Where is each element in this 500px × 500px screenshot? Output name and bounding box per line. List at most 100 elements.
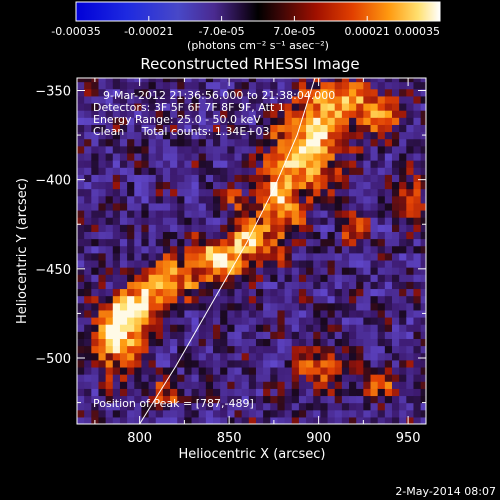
heatmap-cell bbox=[155, 338, 164, 347]
heatmap-cell bbox=[356, 388, 364, 397]
heatmap-cell bbox=[127, 274, 135, 282]
heatmap-cell bbox=[155, 259, 164, 268]
heatmap-cell bbox=[291, 231, 300, 240]
heatmap-cell bbox=[320, 245, 329, 254]
heatmap-cell bbox=[241, 138, 250, 147]
heatmap-cell bbox=[198, 288, 207, 297]
heatmap-cell bbox=[105, 110, 114, 118]
heatmap-cell bbox=[84, 352, 92, 361]
heatmap-cell bbox=[291, 402, 300, 411]
heatmap-cell bbox=[298, 295, 307, 304]
heatmap-cell bbox=[98, 316, 107, 325]
heatmap-cell bbox=[248, 88, 257, 97]
heatmap-cell bbox=[284, 395, 293, 404]
heatmap-cell bbox=[213, 366, 221, 375]
heatmap-cell bbox=[263, 274, 271, 282]
heatmap-cell bbox=[270, 238, 279, 247]
annotation-detectors: Detectors: 3F 5F 6F 7F 8F 9F, Att 1 bbox=[93, 101, 285, 114]
heatmap-cell bbox=[334, 181, 343, 190]
heatmap-cell bbox=[112, 324, 121, 332]
heatmap-cell bbox=[220, 238, 228, 247]
heatmap-cell bbox=[391, 338, 400, 347]
heatmap-cell bbox=[141, 381, 150, 389]
plot-frame bbox=[76, 77, 427, 425]
heatmap-cell bbox=[241, 267, 250, 275]
heatmap-cell bbox=[91, 124, 100, 133]
heatmap-cell bbox=[277, 309, 286, 318]
heatmap-cell bbox=[420, 409, 426, 418]
heatmap-cell bbox=[420, 316, 426, 325]
heatmap-cell bbox=[205, 331, 214, 339]
heatmap-cell bbox=[91, 188, 100, 197]
heatmap-cell bbox=[213, 352, 221, 361]
heatmap-cell bbox=[413, 274, 422, 282]
heatmap-cell bbox=[377, 416, 386, 424]
heatmap-cell bbox=[255, 402, 264, 411]
heatmap-cell bbox=[263, 252, 271, 261]
heatmap-cell bbox=[234, 288, 243, 297]
heatmap-cell bbox=[198, 395, 207, 404]
heatmap-cell bbox=[119, 138, 128, 147]
heatmap-cell bbox=[384, 202, 393, 211]
heatmap-cell bbox=[399, 217, 407, 225]
heatmap-cell bbox=[162, 217, 171, 225]
heatmap-cell bbox=[356, 267, 364, 275]
heatmap-cell bbox=[119, 117, 128, 125]
heatmap-cell bbox=[227, 366, 236, 375]
heatmap-cell bbox=[177, 416, 185, 424]
heatmap-cell bbox=[399, 224, 407, 232]
heatmap-cell bbox=[227, 388, 236, 397]
heatmap-cell bbox=[363, 288, 372, 297]
heatmap-cell bbox=[306, 167, 314, 175]
heatmap-cell bbox=[413, 124, 422, 133]
heatmap-cell bbox=[399, 324, 407, 332]
heatmap-cell bbox=[213, 188, 221, 197]
heatmap-cell bbox=[141, 78, 150, 83]
heatmap-cell bbox=[406, 395, 415, 404]
heatmap-cell bbox=[234, 267, 243, 275]
heatmap-cell bbox=[155, 252, 164, 261]
heatmap-cell bbox=[320, 95, 329, 104]
heatmap-cell bbox=[349, 338, 357, 347]
heatmap-cell bbox=[155, 267, 164, 275]
heatmap-cell bbox=[77, 78, 85, 83]
heatmap-cell bbox=[356, 245, 364, 254]
heatmap-cell bbox=[198, 202, 207, 211]
heatmap-cell bbox=[127, 316, 135, 325]
heatmap-cell bbox=[213, 131, 221, 140]
heatmap-cell bbox=[141, 202, 150, 211]
heatmap-cell bbox=[255, 138, 264, 147]
heatmap-cell bbox=[84, 209, 92, 218]
heatmap-cell bbox=[384, 81, 393, 90]
heatmap-cell bbox=[399, 209, 407, 218]
heatmap-cell bbox=[277, 338, 286, 347]
heatmap-cell bbox=[148, 331, 157, 339]
heatmap-cell bbox=[155, 374, 164, 382]
heatmap-cell bbox=[270, 195, 279, 204]
heatmap-cell bbox=[327, 309, 336, 318]
heatmap-cell bbox=[241, 110, 250, 118]
heatmap-cell bbox=[327, 231, 336, 240]
colorbar-tick-label: -0.00021 bbox=[124, 25, 173, 38]
heatmap-cell bbox=[91, 281, 100, 290]
heatmap-cell bbox=[284, 138, 293, 147]
heatmap-cell bbox=[291, 152, 300, 161]
heatmap-cell bbox=[277, 181, 286, 190]
heatmap-cell bbox=[291, 110, 300, 118]
heatmap-cell bbox=[270, 388, 279, 397]
heatmap-cell bbox=[406, 95, 415, 104]
heatmap-cell bbox=[306, 359, 314, 368]
heatmap-cell bbox=[205, 217, 214, 225]
heatmap-cell bbox=[77, 238, 85, 247]
heatmap-cell bbox=[227, 209, 236, 218]
heatmap-cell bbox=[162, 395, 171, 404]
heatmap-cell bbox=[119, 195, 128, 204]
y-tick-label: −400 bbox=[35, 174, 71, 189]
heatmap-cell bbox=[399, 174, 407, 183]
heatmap-cell bbox=[198, 274, 207, 282]
heatmap-cell bbox=[177, 174, 185, 183]
heatmap-cell bbox=[391, 359, 400, 368]
heatmap-cell bbox=[255, 78, 264, 83]
heatmap-cell bbox=[84, 316, 92, 325]
heatmap-cell bbox=[91, 331, 100, 339]
